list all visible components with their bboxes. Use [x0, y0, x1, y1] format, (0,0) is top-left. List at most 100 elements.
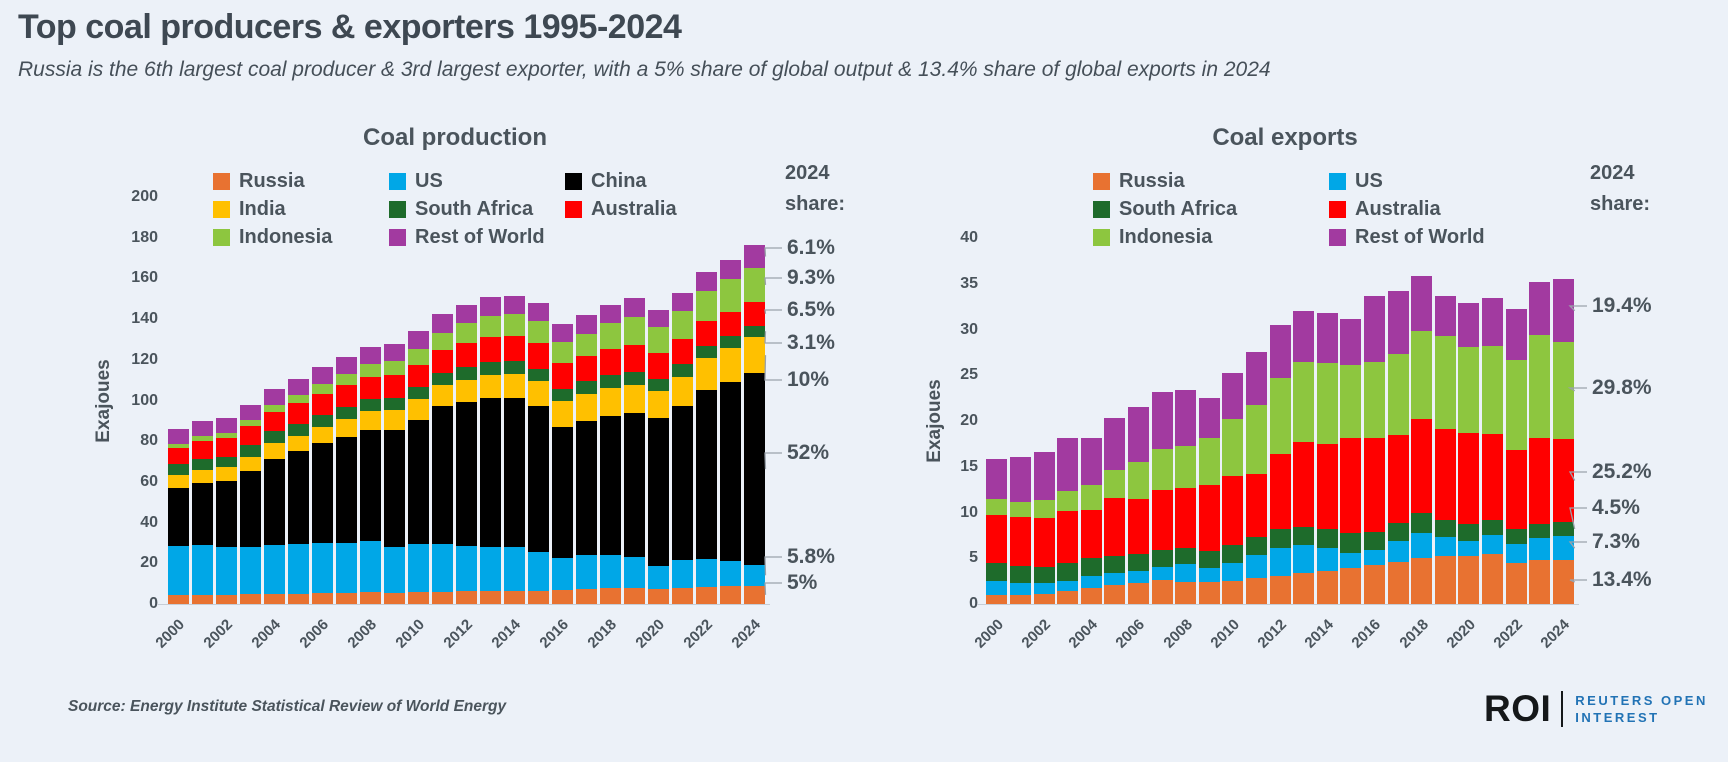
y-tick-label: 0 — [969, 595, 978, 612]
legend-item-australia: Australia — [565, 198, 715, 221]
bar-segment-rest-of-world — [263, 389, 285, 406]
bar-segment-south-africa — [1434, 519, 1456, 538]
bar-segment-rest-of-world — [1245, 351, 1267, 406]
bar-segment-australia — [719, 311, 741, 337]
bar-segment-australia — [1505, 450, 1527, 529]
bar-segment-australia — [1057, 510, 1079, 563]
bar-segment-australia — [1458, 432, 1480, 525]
bar-segment-south-africa — [455, 367, 477, 380]
bar-segment-australia — [1529, 437, 1551, 524]
legend-swatch — [389, 229, 406, 246]
bar-segment-rest-of-world — [1033, 452, 1055, 500]
bar-2012 — [1269, 324, 1291, 604]
bar-segment-china — [623, 412, 645, 558]
bar-segment-russia — [287, 593, 309, 604]
bar-segment-india — [743, 336, 765, 374]
bar-segment-us — [1057, 581, 1079, 592]
bar-segment-australia — [1481, 433, 1503, 520]
bar-segment-rest-of-world — [1057, 438, 1079, 492]
bar-segment-australia — [599, 349, 621, 376]
bar-segment-russia — [599, 588, 621, 604]
bar-segment-us — [407, 543, 429, 593]
bar-segment-china — [287, 451, 309, 544]
bar-2016 — [1363, 295, 1385, 604]
bar-segment-australia — [239, 426, 261, 445]
logo-divider — [1561, 691, 1564, 727]
bar-segment-us — [1033, 582, 1055, 594]
bar-segment-south-africa — [1387, 522, 1409, 541]
bar-segment-rest-of-world — [1340, 318, 1362, 366]
bar-segment-china — [431, 406, 453, 544]
bar-segment-china — [551, 426, 573, 559]
bar-segment-india — [527, 381, 549, 407]
share-label-china: 52% — [787, 441, 830, 464]
bar-segment-indonesia — [1033, 499, 1055, 519]
bar-segment-australia — [1316, 443, 1338, 529]
bar-segment-indonesia — [215, 432, 237, 439]
bar-2023 — [1529, 281, 1551, 604]
bar-segment-china — [455, 401, 477, 547]
bar-segment-south-africa — [431, 372, 453, 385]
bar-segment-indonesia — [1316, 363, 1338, 444]
bar-segment-rest-of-world — [431, 313, 453, 333]
bar-segment-india — [311, 426, 333, 444]
bar-segment-indonesia — [647, 326, 669, 353]
bar-segment-us — [1127, 571, 1149, 583]
x-tick-label: 2002 — [1018, 616, 1055, 652]
bar-segment-rest-of-world — [407, 331, 429, 350]
bar-segment-indonesia — [1411, 331, 1433, 420]
bar-segment-indonesia — [1434, 335, 1456, 430]
bar-2020 — [647, 309, 669, 604]
bar-segment-russia — [1222, 581, 1244, 604]
bar-segment-us — [575, 554, 597, 590]
bar-segment-rest-of-world — [167, 429, 189, 444]
bar-segment-indonesia — [1127, 462, 1149, 499]
bar-segment-china — [191, 482, 213, 545]
bar-segment-australia — [1363, 438, 1385, 532]
y-tick-label: 25 — [960, 366, 978, 384]
bar-segment-indonesia — [671, 310, 693, 339]
bar-segment-australia — [527, 342, 549, 369]
legend-swatch — [1329, 173, 1346, 190]
bar-segment-rest-of-world — [1316, 313, 1338, 364]
bar-segment-south-africa — [1552, 521, 1574, 537]
bar-segment-india — [455, 379, 477, 402]
bar-2005 — [1104, 418, 1126, 604]
bar-2011 — [431, 313, 453, 604]
bar-2006 — [1127, 407, 1149, 604]
bar-segment-australia — [695, 321, 717, 347]
bar-segment-india — [431, 384, 453, 407]
bar-segment-australia — [1411, 419, 1433, 514]
bar-segment-south-africa — [1080, 558, 1102, 576]
y-tick-label: 40 — [140, 513, 158, 531]
bar-segment-india — [479, 374, 501, 398]
x-tick-label: 2010 — [392, 616, 429, 652]
bar-2015 — [527, 303, 549, 604]
bar-segment-australia — [1293, 442, 1315, 528]
legend-item-india: India — [213, 198, 389, 221]
bar-2014 — [1316, 313, 1338, 604]
bar-segment-china — [599, 415, 621, 556]
bar-segment-russia — [1529, 560, 1551, 604]
bar-segment-south-africa — [575, 381, 597, 395]
share-label-india: 10% — [787, 368, 830, 391]
legend-item-indonesia: Indonesia — [213, 226, 389, 249]
x-tick-label: 2012 — [440, 616, 477, 652]
page-subtitle: Russia is the 6th largest coal producer … — [18, 58, 1271, 81]
bar-segment-india — [239, 456, 261, 471]
bar-segment-russia — [1033, 593, 1055, 604]
bar-2008 — [359, 346, 381, 604]
legend-item-australia: Australia — [1329, 198, 1565, 221]
x-tick-label: 2006 — [296, 616, 333, 652]
bar-segment-australia — [383, 375, 405, 398]
bar-segment-us — [1434, 537, 1456, 557]
bar-segment-us — [1387, 540, 1409, 562]
bar-segment-india — [167, 475, 189, 489]
bar-segment-australia — [743, 302, 765, 326]
bar-segment-russia — [1363, 564, 1385, 604]
share-label-rest-of-world: 6.1% — [787, 236, 835, 259]
bar-segment-china — [335, 436, 357, 543]
bar-segment-india — [263, 443, 285, 459]
y-tick-label: 40 — [960, 229, 978, 246]
y-tick-label: 30 — [960, 320, 978, 338]
